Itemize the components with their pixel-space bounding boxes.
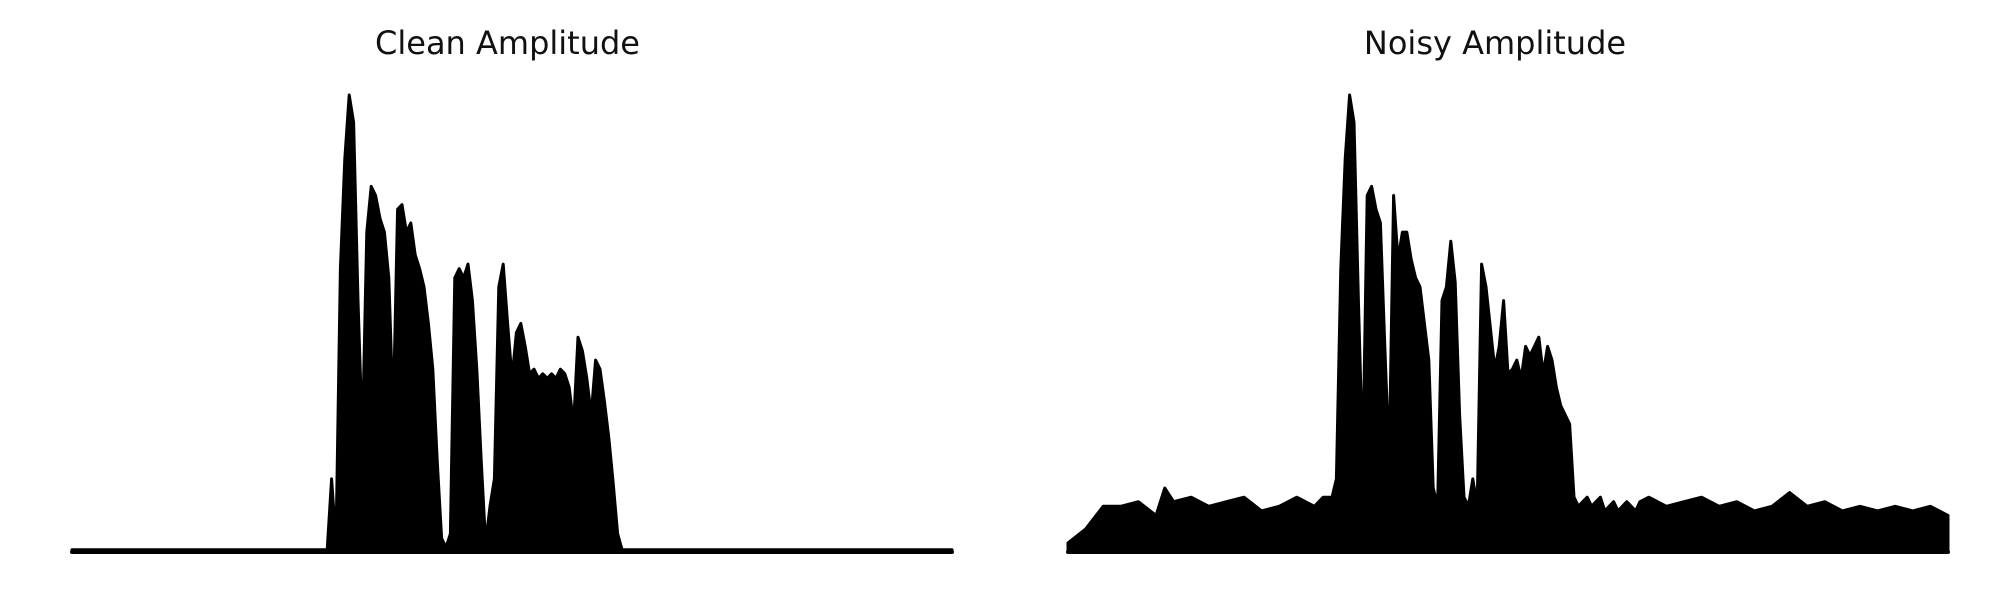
amplitude-envelope-area	[1066, 93, 1950, 554]
clean-amplitude-plot	[70, 93, 954, 554]
noisy-amplitude-plot	[1066, 93, 1950, 554]
waveform-group	[1066, 93, 1950, 554]
chart-title: Clean Amplitude	[375, 24, 640, 62]
clean-amplitude-panel: Clean Amplitude	[70, 24, 954, 554]
waveform-group	[70, 93, 954, 554]
chart-title: Noisy Amplitude	[1363, 24, 1627, 62]
amplitude-envelope-area	[70, 93, 954, 554]
noisy-amplitude-panel: Noisy Amplitude	[1000, 0, 2000, 600]
